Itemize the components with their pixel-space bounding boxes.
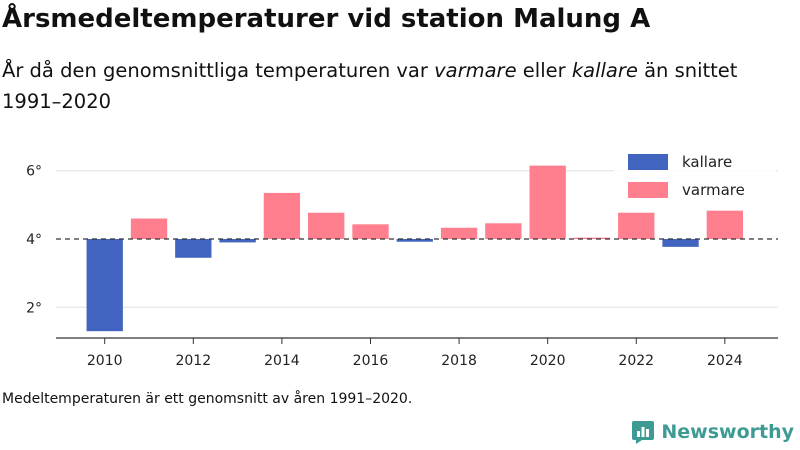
bar-2024 (706, 210, 744, 239)
y-tick-label: 2° (26, 300, 42, 316)
x-tick-label: 2024 (707, 353, 743, 369)
subtitle-warm-word: varmare (434, 59, 517, 82)
chart-subtitle: År då den genomsnittliga temperaturen va… (2, 55, 782, 117)
bar-2017 (396, 239, 433, 242)
newsworthy-logo-icon (632, 421, 655, 444)
bar-2020 (529, 165, 566, 239)
subtitle-text-1: År då den genomsnittliga temperaturen va… (2, 59, 435, 82)
bar-2014 (263, 192, 301, 239)
bar-2012 (175, 239, 212, 258)
bar-2018 (440, 227, 478, 239)
temperature-bar-chart: 2° 4° 6° 2010 2012 2014 2016 2018 2020 2022 2024 k… (26, 148, 778, 369)
subtitle-text-3: än snittet 1991–2020 (2, 59, 738, 113)
bar-2011 (130, 218, 168, 239)
footnote: Medeltemperaturen är ett genomsnitt av å… (2, 391, 413, 407)
brand-name: Newsworthy (661, 421, 794, 443)
subtitle-cold-word: kallare (571, 59, 638, 82)
legend-label-kallare: kallare (682, 153, 732, 171)
y-tick-label: 6° (26, 164, 42, 180)
legend-label-varmare: varmare (682, 181, 745, 199)
y-tick-label: 4° (26, 232, 42, 248)
bar-2022 (618, 212, 655, 239)
brand-logo: Newsworthy (631, 419, 794, 445)
chart-title: Årsmedeltemperaturer vid station Malung … (2, 4, 651, 34)
axes: 2° 4° 6° 2010 2012 2014 2016 2018 2020 2022 2024 (26, 164, 778, 369)
bar-2015 (308, 212, 345, 239)
legend-swatch-kallare (628, 154, 668, 170)
x-tick-label: 2020 (530, 353, 566, 369)
bar-2010 (86, 239, 123, 332)
bar-2023 (662, 239, 699, 247)
x-tick-label: 2010 (87, 353, 123, 369)
legend: kallare varmare (614, 148, 776, 206)
bar-2016 (352, 224, 389, 239)
bar-2019 (485, 223, 522, 239)
bar-2013 (219, 239, 256, 243)
x-tick-label: 2022 (618, 353, 654, 369)
x-tick-label: 2018 (441, 353, 477, 369)
subtitle-text-2: eller (516, 59, 572, 82)
legend-swatch-varmare (628, 182, 668, 198)
bars (86, 165, 744, 332)
x-tick-label: 2012 (175, 353, 211, 369)
bar-2021 (573, 237, 611, 239)
x-tick-label: 2016 (353, 353, 389, 369)
x-tick-label: 2014 (264, 353, 300, 369)
